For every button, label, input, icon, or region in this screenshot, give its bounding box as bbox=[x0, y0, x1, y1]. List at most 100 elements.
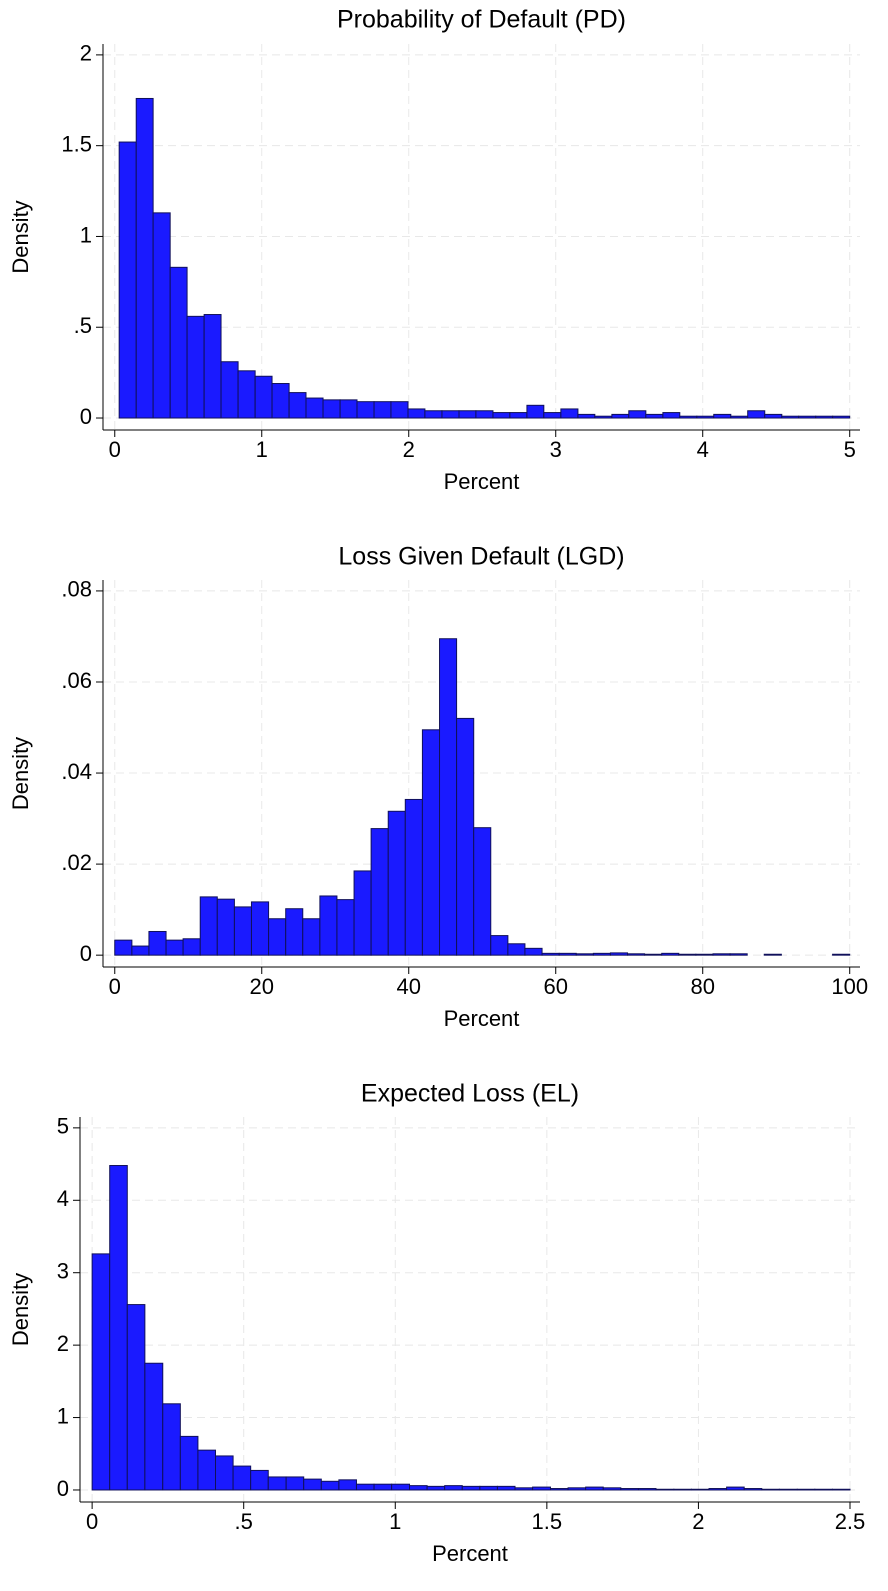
x-tick-label: 2.5 bbox=[835, 1509, 866, 1534]
bar bbox=[761, 1488, 780, 1491]
bar bbox=[373, 401, 392, 419]
bar bbox=[526, 404, 545, 419]
bar bbox=[169, 266, 188, 419]
chart-title: Probability of Default (PD) bbox=[337, 6, 626, 34]
bar bbox=[708, 1488, 728, 1491]
bar bbox=[796, 1488, 816, 1491]
bar bbox=[662, 412, 681, 419]
y-tick-label: .06 bbox=[61, 668, 92, 693]
bar bbox=[353, 870, 372, 956]
bar bbox=[509, 412, 528, 419]
x-tick-label: 2 bbox=[403, 437, 415, 462]
bar bbox=[370, 828, 389, 956]
panel: Probability of Default (PD) Percent Densit… bbox=[8, 6, 860, 494]
bar bbox=[131, 945, 150, 956]
bar bbox=[439, 638, 458, 956]
x-axis-label: Percent bbox=[444, 469, 520, 494]
bar bbox=[268, 918, 287, 956]
chart-title: Expected Loss (EL) bbox=[361, 1080, 579, 1108]
y-tick-label: 0 bbox=[80, 404, 92, 429]
bar bbox=[496, 1485, 516, 1491]
bar bbox=[162, 1403, 181, 1491]
x-tick-label: .5 bbox=[235, 1509, 253, 1534]
bar bbox=[831, 1488, 851, 1491]
bar bbox=[285, 908, 304, 956]
bar bbox=[798, 415, 817, 419]
x-tick-label: 5 bbox=[844, 437, 856, 462]
bar bbox=[726, 1486, 745, 1491]
bar bbox=[232, 1465, 252, 1491]
y-tick-label: 0 bbox=[57, 1476, 69, 1501]
bar bbox=[444, 1485, 463, 1491]
bar bbox=[288, 392, 307, 419]
bar bbox=[237, 370, 256, 419]
x-tick-label: 20 bbox=[250, 974, 274, 999]
y-tick-label: .04 bbox=[61, 759, 92, 784]
y-tick-label: 0 bbox=[80, 941, 92, 966]
bar bbox=[303, 1478, 322, 1491]
bar bbox=[713, 413, 732, 419]
panel: Loss Given Default (LGD) Percent Density 0.… bbox=[8, 543, 868, 1031]
bar bbox=[609, 952, 629, 956]
bar bbox=[524, 947, 543, 956]
bar bbox=[305, 397, 324, 419]
bar bbox=[628, 410, 647, 419]
bar bbox=[179, 1435, 199, 1491]
bar bbox=[152, 212, 171, 419]
bar bbox=[407, 408, 426, 419]
bar bbox=[594, 415, 613, 419]
bar bbox=[627, 953, 646, 956]
bar bbox=[216, 898, 235, 956]
bar bbox=[319, 895, 338, 956]
bar bbox=[458, 410, 477, 419]
bar bbox=[532, 1486, 551, 1491]
y-tick-label: .02 bbox=[61, 850, 92, 875]
bar bbox=[661, 952, 680, 956]
bar bbox=[391, 1483, 411, 1491]
bar bbox=[490, 935, 509, 956]
bar bbox=[655, 1488, 675, 1491]
bar bbox=[592, 952, 611, 956]
bar bbox=[743, 1488, 763, 1491]
bar bbox=[543, 412, 562, 419]
bar bbox=[118, 141, 137, 419]
x-tick-label: 3 bbox=[550, 437, 562, 462]
bar bbox=[186, 315, 205, 419]
bar bbox=[254, 375, 273, 419]
bar bbox=[338, 1479, 357, 1491]
bar bbox=[678, 953, 697, 956]
bar bbox=[690, 1488, 710, 1491]
bar bbox=[441, 410, 460, 419]
bar bbox=[271, 383, 290, 419]
bar bbox=[390, 401, 409, 419]
bar bbox=[567, 1487, 587, 1491]
x-tick-label: 0 bbox=[109, 974, 121, 999]
bar bbox=[712, 953, 731, 956]
bar bbox=[473, 827, 492, 956]
bar bbox=[356, 401, 375, 419]
x-tick-label: 0 bbox=[109, 437, 121, 462]
bar bbox=[114, 939, 133, 956]
bar bbox=[267, 1476, 287, 1491]
bar bbox=[197, 1449, 217, 1491]
x-tick-label: 0 bbox=[86, 1509, 98, 1534]
bar bbox=[778, 1488, 798, 1491]
x-tick-label: 60 bbox=[543, 974, 567, 999]
bar bbox=[763, 953, 782, 956]
bar bbox=[645, 413, 664, 419]
x-axis-label: Percent bbox=[444, 1006, 520, 1031]
bar bbox=[832, 953, 851, 956]
bar bbox=[426, 1485, 446, 1491]
x-tick-label: 1.5 bbox=[532, 1509, 563, 1534]
bar bbox=[220, 361, 239, 419]
bar bbox=[135, 97, 154, 419]
bar bbox=[514, 1487, 534, 1491]
bar bbox=[250, 901, 270, 956]
x-tick-label: 1 bbox=[389, 1509, 401, 1534]
bar bbox=[144, 1362, 164, 1491]
x-tick-label: 100 bbox=[831, 974, 868, 999]
bar bbox=[336, 899, 355, 956]
bar bbox=[91, 1253, 111, 1491]
bar bbox=[679, 415, 698, 419]
